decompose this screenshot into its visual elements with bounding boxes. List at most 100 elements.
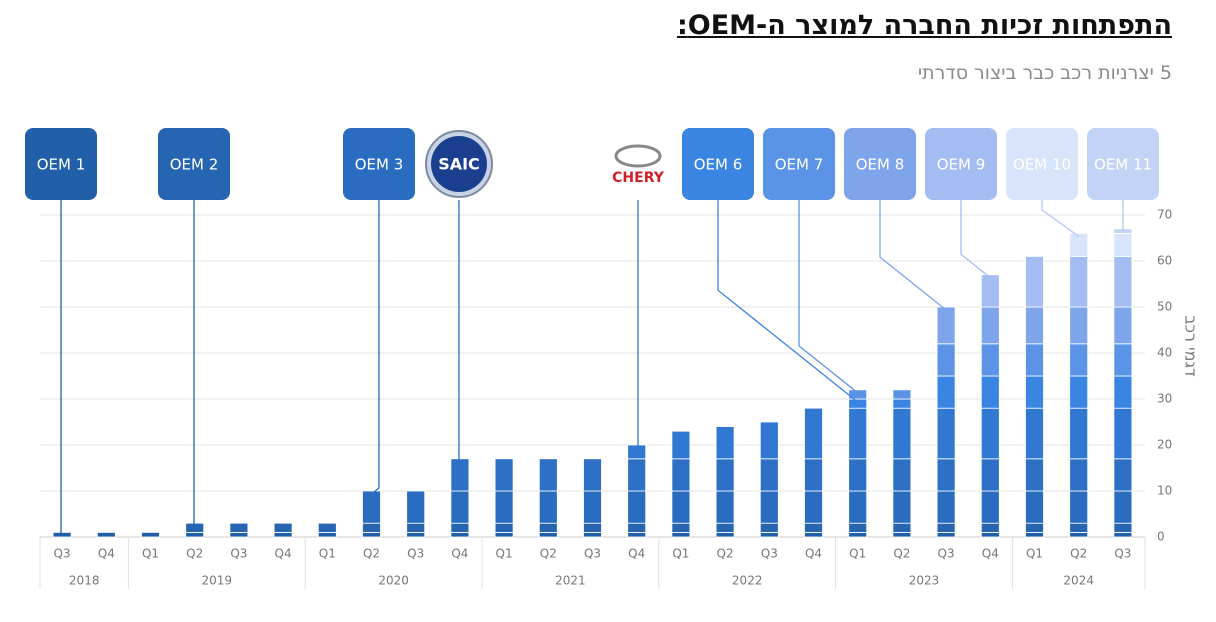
bar-segment bbox=[362, 522, 381, 533]
bar-segment bbox=[671, 430, 691, 460]
bar-segment bbox=[892, 389, 912, 400]
bar-segment bbox=[671, 458, 691, 492]
bar-segment bbox=[715, 532, 735, 538]
x-tick-label: Q4 bbox=[805, 547, 822, 561]
x-tick-label: Q4 bbox=[275, 547, 292, 561]
x-tick-label: Q1 bbox=[496, 547, 513, 561]
x-tick-label: Q2 bbox=[186, 547, 203, 561]
x-group-label: 2020 bbox=[378, 574, 409, 588]
bar-segment bbox=[804, 490, 823, 524]
logo-inner bbox=[431, 136, 487, 192]
bar-segment bbox=[759, 421, 779, 460]
bar-segment bbox=[1025, 458, 1044, 492]
bar-segment bbox=[1069, 407, 1089, 460]
bar-segment bbox=[273, 532, 293, 538]
bar-segment bbox=[892, 532, 912, 538]
x-tick-label: Q2 bbox=[717, 547, 734, 561]
bar-segment bbox=[804, 458, 823, 492]
x-tick-label: Q4 bbox=[98, 547, 115, 561]
bar-segment bbox=[1113, 232, 1133, 257]
x-tick-label: Q2 bbox=[540, 547, 557, 561]
bar-segment bbox=[450, 532, 470, 538]
bar-segment bbox=[1113, 458, 1133, 492]
bar-segment bbox=[936, 522, 956, 533]
connector bbox=[458, 200, 461, 463]
x-tick-label: Q2 bbox=[363, 547, 380, 561]
connector bbox=[960, 200, 991, 279]
bar-segment bbox=[671, 532, 691, 538]
bar-segment bbox=[317, 532, 337, 538]
bar-segment bbox=[848, 458, 868, 492]
bar-segment bbox=[1025, 522, 1044, 533]
bar-segment bbox=[406, 532, 426, 538]
x-tick-label: Q3 bbox=[1114, 547, 1131, 561]
legend-box bbox=[925, 128, 997, 200]
bar-segment bbox=[229, 522, 249, 533]
bar-segment bbox=[804, 522, 823, 533]
bar-segment bbox=[848, 532, 868, 538]
legend-label: OEM 1 bbox=[37, 156, 86, 174]
bar-segment bbox=[1069, 490, 1089, 524]
bar-segment bbox=[892, 490, 912, 524]
bar-segment bbox=[715, 490, 735, 524]
connector bbox=[798, 200, 859, 394]
bar-segment bbox=[141, 532, 160, 538]
bar-segment bbox=[1025, 343, 1044, 377]
legend-label: OEM 2 bbox=[170, 156, 219, 174]
bar-segment bbox=[892, 522, 912, 533]
bar-segment bbox=[892, 398, 912, 409]
bar-segment bbox=[1069, 458, 1089, 492]
bar-segment bbox=[494, 532, 514, 538]
bar-segment bbox=[848, 398, 868, 409]
bar-segment bbox=[1113, 522, 1133, 533]
legend-label: OEM 9 bbox=[937, 156, 986, 174]
bar-segment bbox=[671, 490, 691, 524]
y-tick-label: 70 bbox=[1157, 208, 1172, 222]
bar-segment bbox=[627, 522, 647, 533]
legend-label: OEM 6 bbox=[694, 156, 743, 174]
bar-segment bbox=[583, 458, 602, 492]
legend-box bbox=[763, 128, 835, 200]
y-tick-label: 20 bbox=[1157, 438, 1172, 452]
bar-segment bbox=[1069, 522, 1089, 533]
bar-segment bbox=[538, 522, 558, 533]
x-tick-label: Q3 bbox=[54, 547, 71, 561]
y-tick-label: 40 bbox=[1157, 346, 1172, 360]
bar-segment bbox=[936, 375, 956, 409]
legend-label: OEM 3 bbox=[355, 156, 404, 174]
connector bbox=[60, 200, 63, 536]
bar-segment bbox=[1069, 532, 1089, 538]
bar-segment bbox=[804, 532, 823, 538]
bar-segment bbox=[538, 458, 558, 492]
x-tick-label: Q2 bbox=[1070, 547, 1087, 561]
y-tick-label: 50 bbox=[1157, 300, 1172, 314]
bar-segment bbox=[1025, 532, 1044, 538]
y-tick-label: 30 bbox=[1157, 392, 1172, 406]
bar-segment bbox=[1069, 255, 1089, 308]
x-tick-label: Q1 bbox=[849, 547, 866, 561]
bar-segment bbox=[980, 274, 1000, 308]
bar-segment bbox=[627, 532, 647, 538]
bar-segment bbox=[715, 458, 735, 492]
bar-segment bbox=[759, 532, 779, 538]
x-tick-label: Q4 bbox=[982, 547, 999, 561]
bar-segment bbox=[1113, 343, 1133, 377]
legend-box bbox=[682, 128, 754, 200]
bar-segment bbox=[1069, 306, 1089, 345]
bar-segment bbox=[936, 306, 956, 345]
x-tick-label: Q4 bbox=[628, 547, 645, 561]
bar-segment bbox=[848, 490, 868, 524]
bar-segment bbox=[1025, 306, 1044, 345]
bar-segment bbox=[1113, 532, 1133, 538]
bar-segment bbox=[583, 490, 602, 524]
x-tick-label: Q2 bbox=[893, 547, 910, 561]
legend-logo: CHERY bbox=[612, 170, 665, 186]
x-tick-label: Q1 bbox=[319, 547, 336, 561]
bar-segment bbox=[494, 458, 514, 492]
bar-segment bbox=[1069, 343, 1089, 377]
bar-segment bbox=[936, 407, 956, 460]
connector bbox=[371, 200, 380, 495]
x-group-label: 2019 bbox=[202, 574, 233, 588]
bar-segment bbox=[1113, 375, 1133, 409]
